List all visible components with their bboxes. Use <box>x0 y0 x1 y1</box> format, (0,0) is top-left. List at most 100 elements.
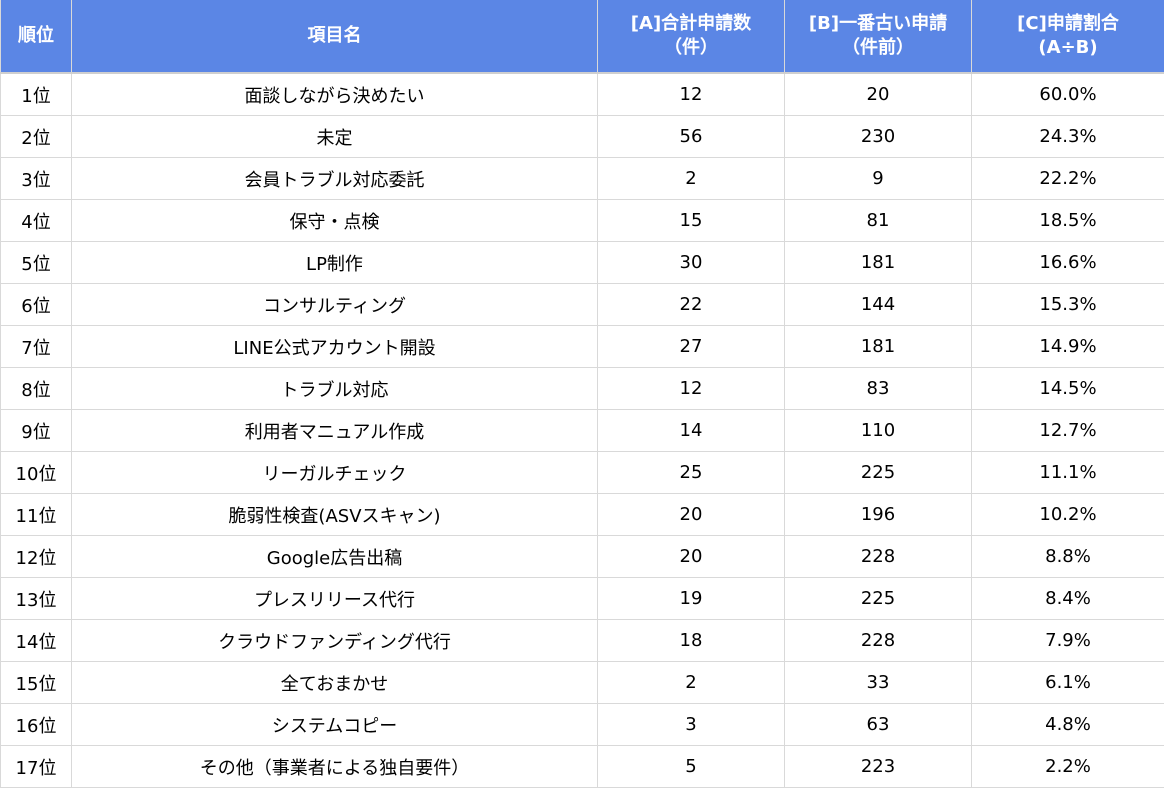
rank-cell: 3位 <box>0 157 72 200</box>
application-ratio-cell: 18.5% <box>971 199 1164 242</box>
table-row: 15位 全ておまかせ 2 33 6.1% <box>0 661 1164 704</box>
rank-cell: 8位 <box>0 367 72 410</box>
rank-cell: 17位 <box>0 745 72 788</box>
total-applications-cell: 30 <box>597 241 785 284</box>
rank-cell: 1位 <box>0 72 72 116</box>
item-name-cell: プレスリリース代行 <box>71 577 598 620</box>
rank-cell: 6位 <box>0 283 72 326</box>
rank-cell: 2位 <box>0 115 72 158</box>
application-ratio-cell: 6.1% <box>971 661 1164 704</box>
table-row: 10位 リーガルチェック 25 225 11.1% <box>0 451 1164 494</box>
item-name-cell: 利用者マニュアル作成 <box>71 409 598 452</box>
header-application-ratio: [C]申請割合 (A÷B) <box>971 0 1164 74</box>
table-row: 12位 Google広告出稿 20 228 8.8% <box>0 535 1164 578</box>
item-name-cell: 会員トラブル対応委託 <box>71 157 598 200</box>
item-name-cell: クラウドファンディング代行 <box>71 619 598 662</box>
item-name-cell: トラブル対応 <box>71 367 598 410</box>
total-applications-cell: 25 <box>597 451 785 494</box>
application-ratio-cell: 12.7% <box>971 409 1164 452</box>
header-total-applications: [A]合計申請数 （件） <box>597 0 785 74</box>
item-name-cell: リーガルチェック <box>71 451 598 494</box>
application-ratio-cell: 22.2% <box>971 157 1164 200</box>
item-name-cell: 未定 <box>71 115 598 158</box>
application-ratio-cell: 8.4% <box>971 577 1164 620</box>
total-applications-cell: 12 <box>597 72 785 116</box>
item-name-cell: LINE公式アカウント開設 <box>71 325 598 368</box>
rank-cell: 13位 <box>0 577 72 620</box>
table-row: 14位 クラウドファンディング代行 18 228 7.9% <box>0 619 1164 662</box>
item-name-cell: 全ておまかせ <box>71 661 598 704</box>
rank-cell: 14位 <box>0 619 72 662</box>
header-row: 順位 項目名 [A]合計申請数 （件） [B]一番古い申請 （件前） [C]申請… <box>0 0 1164 74</box>
application-ratio-cell: 8.8% <box>971 535 1164 578</box>
oldest-application-cell: 20 <box>784 72 972 116</box>
item-name-cell: 保守・点検 <box>71 199 598 242</box>
rank-cell: 9位 <box>0 409 72 452</box>
header-total-applications-line1: [A]合計申請数 <box>630 13 752 34</box>
oldest-application-cell: 181 <box>784 241 972 284</box>
total-applications-cell: 2 <box>597 661 785 704</box>
total-applications-cell: 5 <box>597 745 785 788</box>
item-name-cell: システムコピー <box>71 703 598 746</box>
application-ratio-cell: 24.3% <box>971 115 1164 158</box>
oldest-application-cell: 81 <box>784 199 972 242</box>
rank-cell: 12位 <box>0 535 72 578</box>
table-row: 13位 プレスリリース代行 19 225 8.4% <box>0 577 1164 620</box>
rank-cell: 7位 <box>0 325 72 368</box>
header-oldest-application: [B]一番古い申請 （件前） <box>784 0 972 74</box>
application-ratio-cell: 16.6% <box>971 241 1164 284</box>
total-applications-cell: 3 <box>597 703 785 746</box>
oldest-application-cell: 230 <box>784 115 972 158</box>
total-applications-cell: 14 <box>597 409 785 452</box>
rank-cell: 4位 <box>0 199 72 242</box>
rank-cell: 10位 <box>0 451 72 494</box>
rank-cell: 11位 <box>0 493 72 536</box>
application-ratio-cell: 60.0% <box>971 72 1164 116</box>
table-row: 2位 未定 56 230 24.3% <box>0 115 1164 158</box>
header-application-ratio-line2: (A÷B) <box>1038 37 1098 58</box>
table-row: 4位 保守・点検 15 81 18.5% <box>0 199 1164 242</box>
item-name-cell: その他（事業者による独自要件） <box>71 745 598 788</box>
oldest-application-cell: 225 <box>784 577 972 620</box>
table-row: 8位 トラブル対応 12 83 14.5% <box>0 367 1164 410</box>
total-applications-cell: 15 <box>597 199 785 242</box>
table-row: 16位 システムコピー 3 63 4.8% <box>0 703 1164 746</box>
application-ratio-cell: 14.5% <box>971 367 1164 410</box>
table-row: 3位 会員トラブル対応委託 2 9 22.2% <box>0 157 1164 200</box>
oldest-application-cell: 33 <box>784 661 972 704</box>
header-application-ratio-line1: [C]申請割合 <box>1017 13 1119 34</box>
oldest-application-cell: 228 <box>784 535 972 578</box>
item-name-cell: Google広告出稿 <box>71 535 598 578</box>
total-applications-cell: 19 <box>597 577 785 620</box>
total-applications-cell: 18 <box>597 619 785 662</box>
table-header: 順位 項目名 [A]合計申請数 （件） [B]一番古い申請 （件前） [C]申請… <box>0 0 1164 74</box>
header-oldest-application-line1: [B]一番古い申請 <box>808 13 948 34</box>
rank-cell: 16位 <box>0 703 72 746</box>
oldest-application-cell: 144 <box>784 283 972 326</box>
oldest-application-cell: 83 <box>784 367 972 410</box>
application-ratio-cell: 4.8% <box>971 703 1164 746</box>
table-row: 1位 面談しながら決めたい 12 20 60.0% <box>0 72 1164 116</box>
header-total-applications-line2: （件） <box>664 37 718 58</box>
header-item-name: 項目名 <box>71 0 598 74</box>
application-ratio-cell: 14.9% <box>971 325 1164 368</box>
item-name-cell: LP制作 <box>71 241 598 284</box>
oldest-application-cell: 223 <box>784 745 972 788</box>
oldest-application-cell: 110 <box>784 409 972 452</box>
oldest-application-cell: 9 <box>784 157 972 200</box>
application-ratio-cell: 2.2% <box>971 745 1164 788</box>
item-name-cell: 脆弱性検査(ASVスキャン) <box>71 493 598 536</box>
total-applications-cell: 2 <box>597 157 785 200</box>
table-row: 7位 LINE公式アカウント開設 27 181 14.9% <box>0 325 1164 368</box>
total-applications-cell: 22 <box>597 283 785 326</box>
table-row: 6位 コンサルティング 22 144 15.3% <box>0 283 1164 326</box>
table-row: 17位 その他（事業者による独自要件） 5 223 2.2% <box>0 745 1164 788</box>
total-applications-cell: 20 <box>597 493 785 536</box>
application-ratio-cell: 7.9% <box>971 619 1164 662</box>
table-row: 11位 脆弱性検査(ASVスキャン) 20 196 10.2% <box>0 493 1164 536</box>
total-applications-cell: 12 <box>597 367 785 410</box>
total-applications-cell: 56 <box>597 115 785 158</box>
table-body: 1位 面談しながら決めたい 12 20 60.0% 2位 未定 56 230 24.3% 3位 会員ト… <box>0 72 1164 788</box>
item-name-cell: 面談しながら決めたい <box>71 72 598 116</box>
